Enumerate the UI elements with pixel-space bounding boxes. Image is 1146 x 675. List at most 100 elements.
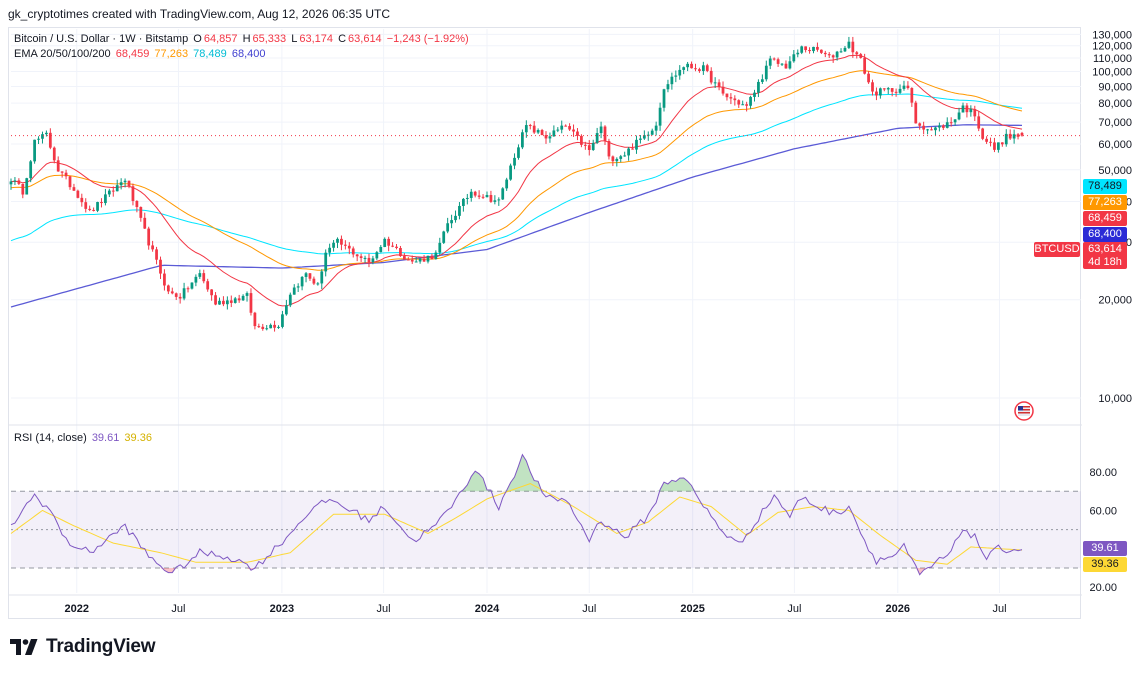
candle-body [379,246,383,253]
ema-label[interactable]: EMA 20/50/100/200 [14,48,111,60]
last-price-tag: 63,614 4d 18h [1083,242,1127,269]
candle-body [674,75,678,77]
candle-body [159,259,162,274]
candle-body [576,131,579,136]
candle [517,144,520,160]
candle [64,169,68,180]
rsi-ma-scale-tag: 39.36 [1083,557,1127,572]
candle-body [332,242,335,248]
candle [155,246,158,265]
candle-body [178,296,182,299]
candle [104,188,107,206]
candle [202,269,206,284]
candle-body [513,157,516,166]
candle-body [926,129,929,131]
candle [855,51,859,59]
candle-body [454,215,457,221]
candle-body [292,287,296,295]
price-tick-label: 130,000 [1092,29,1132,41]
candle-body [450,220,453,224]
ema50-value: 77,263 [154,48,189,60]
candle-body [328,247,332,253]
time-tick-label: Jul [992,603,1006,615]
candle [945,117,949,129]
candle [60,171,64,178]
candle [701,61,705,75]
ema200-line [10,124,1023,308]
candle [17,178,21,186]
candle-body [340,238,343,245]
candle [863,53,867,75]
candle-body [304,273,308,277]
tradingview-wordmark: TradingView [46,636,156,657]
candle [524,120,528,138]
candle [340,235,343,251]
candle [174,292,178,301]
candle-body [363,257,367,259]
candle [745,101,749,112]
bar-countdown: 4d 18h [1088,256,1122,268]
candle-body [823,52,827,55]
candle [391,242,394,248]
candle [316,282,320,286]
currency-flag-icon[interactable] [1014,401,1034,421]
candle-body [701,65,705,71]
candle [611,155,615,167]
candle-body [635,139,638,150]
candle-body [41,134,44,139]
candle [737,99,741,108]
candle [713,77,717,89]
candle-body [395,246,398,249]
candle-body [556,129,560,131]
chart-frame[interactable]: 10,00020,00030,00040,00050,00060,00070,0… [8,27,1132,619]
candle [580,134,583,148]
candle-body [418,258,422,262]
candle-body [100,202,103,204]
rsi-label[interactable]: RSI (14, close) [14,432,87,444]
symbol-description[interactable]: Bitcoin / U.S. Dollar · 1W · Bitstamp [14,33,189,45]
candle [501,187,505,200]
open-label: O [193,33,202,45]
price-tick-label: 70,000 [1098,117,1132,129]
candle [859,52,863,59]
candle-body [80,197,84,203]
candle-body [1008,133,1012,139]
candle-body [760,79,764,82]
candle-body [713,82,717,84]
candle [76,189,80,199]
candle-body [481,196,485,198]
candle-body [524,125,528,133]
candle [418,258,422,264]
candle-body [52,147,56,161]
candle [768,55,772,70]
candle [261,323,265,331]
candle [399,245,402,257]
candle [910,87,914,107]
candle [312,276,316,286]
candle-body [694,68,697,70]
candle [847,36,851,49]
candle-body [886,88,890,90]
candle-body [709,70,713,83]
candle [906,81,910,90]
candle [540,128,544,136]
candle-body [587,145,591,151]
candle-body [139,207,143,218]
candle-body [190,282,194,289]
candle-body [871,82,874,92]
candle-body [383,238,387,247]
chart-canvas[interactable]: 10,00020,00030,00040,00050,00060,00070,0… [1,1,1139,615]
candle-body [104,194,107,204]
time-tick-label: Jul [171,603,185,615]
candle-body [1012,134,1016,139]
candle [406,257,410,261]
candle-body [324,252,328,272]
candle [135,200,139,213]
candle [218,297,221,305]
candle-body [827,54,831,56]
candle [835,50,839,61]
candle-body [568,126,571,130]
candle [29,160,33,183]
candle [642,130,646,140]
candle [198,269,202,279]
